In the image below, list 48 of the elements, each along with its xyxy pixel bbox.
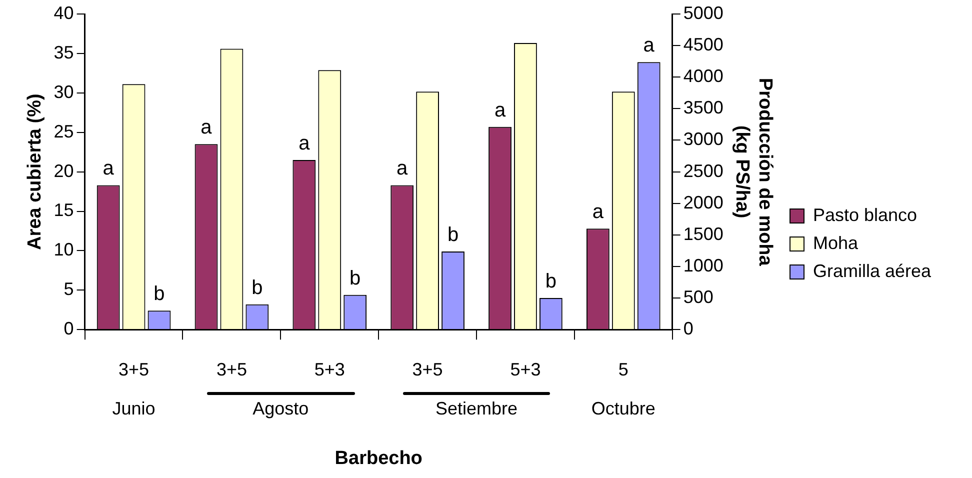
data-label: b (350, 267, 361, 290)
y-tick-label: 15 (54, 200, 74, 220)
data-label: b (154, 283, 165, 306)
data-label: b (252, 276, 263, 299)
y2-tick-label: 2500 (683, 160, 724, 181)
data-label: a (494, 99, 506, 122)
text: Agosto (252, 398, 309, 419)
data-label: a (298, 132, 311, 154)
data-label: b (545, 270, 556, 293)
x-tick-label: 5+3 (314, 359, 345, 380)
y2-tick-label: 0 (683, 318, 694, 339)
y-tick-label: 0 (64, 318, 74, 339)
text: Setiembre (435, 398, 518, 419)
y2-tick-label: 5000 (683, 2, 724, 23)
y-tick-label: 35 (54, 42, 74, 62)
x-tick-label: 3+5 (216, 359, 247, 380)
data-label: a (102, 158, 115, 180)
data-label: a (396, 158, 409, 180)
y2-tick-label: 4500 (683, 34, 724, 55)
x-tick-label: 3+5 (412, 359, 443, 380)
legend-label: Pasto blanco (813, 204, 918, 225)
y2-tick-label: 1500 (683, 224, 724, 244)
y-axis-title: Area cubierta (%) (24, 94, 46, 250)
y-tick-label: 20 (54, 160, 74, 181)
y2-tick-label: 3000 (683, 129, 724, 150)
y-tick-label: 25 (54, 121, 74, 142)
data-label: a (643, 34, 656, 57)
y2-tick-label: 500 (683, 287, 714, 308)
y-tick-label: 30 (54, 82, 74, 102)
y-tick-label: 10 (54, 240, 74, 260)
x-tick-label: 5+3 (510, 359, 541, 380)
y2-axis-title: Producción de moha (kg PS/ha) (732, 78, 776, 266)
y-tick-label: 5 (64, 279, 74, 300)
y-tick-label: 40 (54, 2, 74, 23)
legend-label: Moha (813, 232, 860, 253)
x-tick-label: 5 (618, 359, 628, 380)
text: Junio (112, 398, 156, 419)
y2-tick-label: 3500 (683, 98, 724, 118)
legend-label: Gramilla aérea (813, 260, 932, 281)
y2-tick-label: 2000 (683, 192, 724, 212)
text: Octubre (591, 398, 656, 419)
data-label: b (447, 224, 459, 246)
y2-tick-label: 4000 (683, 66, 724, 86)
x-axis-title: Barbecho (334, 448, 422, 469)
data-label: a (592, 201, 604, 224)
data-label: a (200, 116, 213, 139)
y2-tick-label: 1000 (683, 255, 724, 276)
x-tick-label: 3+5 (118, 359, 150, 380)
